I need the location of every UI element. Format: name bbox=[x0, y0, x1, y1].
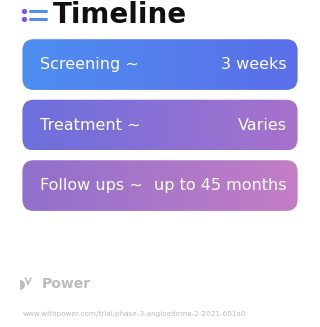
Text: Timeline: Timeline bbox=[53, 1, 187, 29]
Text: Screening ~: Screening ~ bbox=[40, 57, 139, 72]
Text: up to 45 months: up to 45 months bbox=[154, 178, 286, 193]
Text: ◗: ◗ bbox=[19, 278, 26, 291]
Text: Power: Power bbox=[42, 278, 91, 291]
Text: Treatment ~: Treatment ~ bbox=[40, 118, 140, 132]
Text: Varies: Varies bbox=[237, 118, 286, 132]
Text: 3 weeks: 3 weeks bbox=[221, 57, 286, 72]
Text: Follow ups ~: Follow ups ~ bbox=[40, 178, 143, 193]
Text: www.withpower.com/trial/phase-3-angioedema-2-2021-601a0: www.withpower.com/trial/phase-3-angioede… bbox=[22, 311, 246, 317]
